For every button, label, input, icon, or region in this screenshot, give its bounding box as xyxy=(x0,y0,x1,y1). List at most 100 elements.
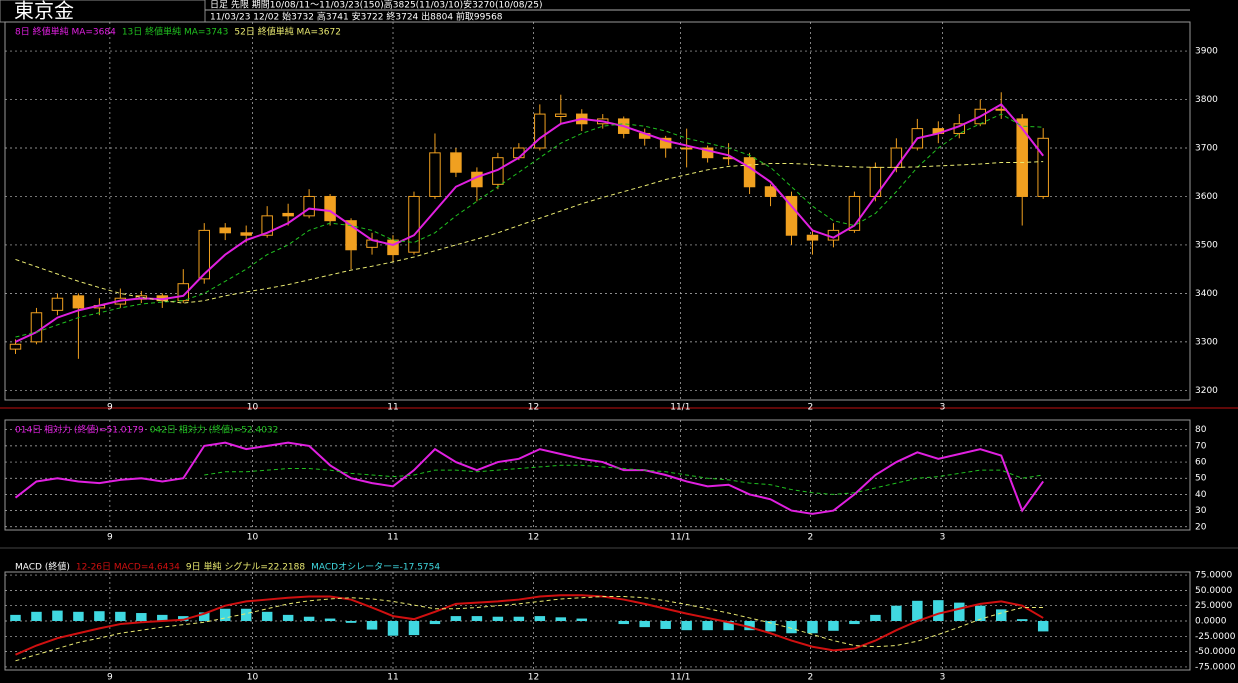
series-line xyxy=(204,464,1044,495)
y-tick-label: 3600 xyxy=(1195,192,1218,202)
legend-entry: 014日 相対力 (終値)=51.0179 xyxy=(15,424,144,436)
chart-title: 東京金 xyxy=(14,0,74,23)
histogram-bar xyxy=(555,617,567,621)
histogram-bar xyxy=(744,621,755,631)
candle-body xyxy=(764,186,777,197)
x-tick-label: 10 xyxy=(247,533,259,543)
candle-body xyxy=(177,283,190,302)
histogram-bar xyxy=(660,621,671,629)
legend-entry: 042日 相対力 (終値)=52.4032 xyxy=(150,424,279,436)
period-info: 日足 先限 期間10/08/11～11/03/23(150)高3825(11/0… xyxy=(210,0,542,11)
candle-body xyxy=(848,195,861,231)
x-tick-label: 12 xyxy=(528,533,539,543)
legend-entry: 8日 終値単純 MA=3684 xyxy=(15,26,116,38)
histogram-bar xyxy=(576,618,588,621)
histogram-bar xyxy=(450,616,462,621)
histogram-bar xyxy=(933,600,944,621)
candle-body xyxy=(72,295,85,309)
candle-body xyxy=(701,147,714,159)
y-tick-label: 3500 xyxy=(1195,240,1218,250)
x-tick-label: 3 xyxy=(940,533,946,543)
y-tick-label: 80 xyxy=(1195,425,1207,435)
candle-body xyxy=(261,215,273,236)
candle-body xyxy=(450,152,462,173)
x-tick-label: 2 xyxy=(808,403,814,413)
candle-body xyxy=(1037,137,1049,197)
histogram-bar xyxy=(219,608,231,621)
candle-body xyxy=(1016,118,1028,197)
histogram-bar xyxy=(429,621,441,625)
y-tick-label: 3200 xyxy=(1195,386,1218,396)
histogram-bar xyxy=(954,602,965,621)
histogram-bar xyxy=(1037,621,1049,632)
candle-body xyxy=(303,195,315,217)
histogram-bar xyxy=(765,621,776,632)
series-line xyxy=(15,161,1044,304)
histogram-bar xyxy=(282,614,294,621)
x-tick-label: 12 xyxy=(528,403,539,413)
x-tick-label: 11 xyxy=(387,533,398,543)
series-line xyxy=(14,441,1045,515)
histogram-bar xyxy=(408,621,420,636)
y-tick-label: -75.0000 xyxy=(1195,662,1236,672)
histogram-bar xyxy=(891,605,902,621)
y-tick-label: 75.0000 xyxy=(1195,571,1232,581)
legend-entry: 12-26日 MACD=4.6434 xyxy=(76,562,180,573)
histogram-bar xyxy=(912,600,923,621)
candle-body xyxy=(408,195,420,253)
histogram-bar xyxy=(702,621,713,631)
y-tick-label: 3400 xyxy=(1195,289,1218,299)
x-tick-label: 9 xyxy=(107,533,113,543)
y-tick-label: -25.0000 xyxy=(1195,632,1236,642)
series-line xyxy=(15,113,1044,338)
histogram-bar xyxy=(10,614,21,621)
histogram-bar xyxy=(199,612,210,621)
histogram-bar xyxy=(995,609,1007,621)
x-tick-label: 9 xyxy=(107,673,113,683)
histogram-bar xyxy=(975,605,986,621)
x-tick-label: 11/1 xyxy=(670,533,690,543)
histogram-bar xyxy=(786,621,797,634)
candle-body xyxy=(9,343,22,350)
candle-body xyxy=(659,137,672,149)
x-tick-label: 2 xyxy=(808,533,814,543)
histogram-bar xyxy=(345,621,357,623)
histogram-bar xyxy=(115,611,126,621)
histogram-bar xyxy=(492,616,504,621)
y-tick-label: 50.0000 xyxy=(1195,586,1232,596)
legend-entry: MACDオシレーター=-17.5754 xyxy=(311,562,440,573)
candle-body xyxy=(345,220,357,251)
histogram-bar xyxy=(240,608,252,621)
histogram-bar xyxy=(534,616,546,621)
y-tick-label: 25.0000 xyxy=(1195,601,1232,611)
y-tick-label: 70 xyxy=(1195,441,1207,451)
candle-body xyxy=(680,147,693,150)
candle-body xyxy=(219,227,231,234)
plot-frame xyxy=(4,21,1191,401)
histogram-bar xyxy=(849,621,860,625)
histogram-bar xyxy=(513,616,525,621)
candle-body xyxy=(429,152,441,197)
legend-entry: 13日 終値単純 MA=3743 xyxy=(122,26,229,38)
y-tick-label: 50 xyxy=(1195,474,1207,484)
histogram-bar xyxy=(157,614,168,621)
histogram-bar xyxy=(261,611,273,621)
y-tick-label: 60 xyxy=(1195,458,1207,468)
x-tick-label: 11 xyxy=(387,673,398,683)
candle-body xyxy=(806,234,819,241)
x-tick-label: 10 xyxy=(247,403,259,413)
x-tick-label: 9 xyxy=(107,403,113,413)
last-info: 11/03/23 12/02 始3732 高3741 安3722 終3724 出… xyxy=(210,11,503,23)
x-tick-label: 3 xyxy=(940,673,946,683)
y-tick-label: 3800 xyxy=(1195,95,1218,105)
candle-body xyxy=(785,195,798,236)
histogram-bar xyxy=(324,618,336,621)
y-tick-label: 0.0000 xyxy=(1195,617,1227,627)
y-tick-label: 30 xyxy=(1195,506,1207,516)
candle-body xyxy=(513,147,525,159)
y-tick-label: 3700 xyxy=(1195,144,1218,154)
y-tick-label: -50.0000 xyxy=(1195,647,1236,657)
histogram-bar xyxy=(807,621,818,634)
x-tick-label: 3 xyxy=(940,403,946,413)
histogram-bar xyxy=(723,621,734,631)
